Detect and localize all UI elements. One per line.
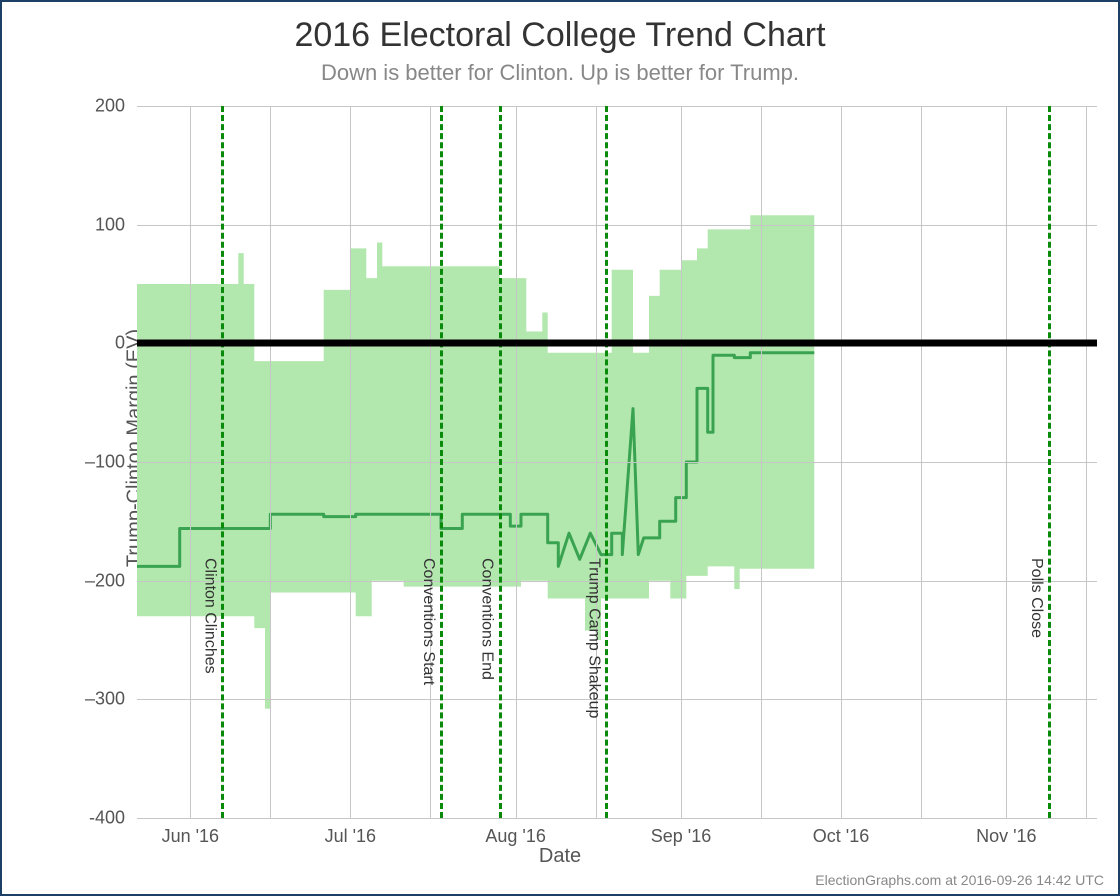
gridline-v (350, 106, 351, 818)
gridline-v (1006, 106, 1007, 818)
y-tick-label: –100 (65, 452, 125, 473)
gridline-h (137, 462, 1097, 463)
y-tick-label: -400 (65, 808, 125, 829)
x-tick-label: Jul '16 (325, 826, 376, 847)
event-marker-label: Trump Camp Shakeup (584, 558, 602, 718)
x-tick-label: Jun '16 (162, 826, 219, 847)
event-marker-label: Clinton Clinches (200, 558, 218, 674)
event-marker-label: Polls Close (1027, 558, 1045, 638)
gridline-v (681, 106, 682, 818)
x-axis-label: Date (2, 845, 1118, 868)
y-tick-label: –300 (65, 689, 125, 710)
plot-area: -400–300–200–1000100200Jun '16Jul '16Aug… (137, 106, 1097, 818)
gridline-v-minor (1086, 106, 1087, 818)
chart-title: 2016 Electoral College Trend Chart (2, 16, 1118, 55)
y-tick-label: 0 (65, 333, 125, 354)
event-marker (221, 106, 224, 818)
gridline-h (137, 818, 1097, 819)
gridline-v (190, 106, 191, 818)
x-tick-label: Nov '16 (976, 826, 1036, 847)
y-tick-label: 100 (65, 214, 125, 235)
x-tick-label: Sep '16 (651, 826, 712, 847)
gridline-v-minor (270, 106, 271, 818)
gridline-h (137, 699, 1097, 700)
gridline-v (516, 106, 517, 818)
event-marker (440, 106, 443, 818)
gridline-v-minor (921, 106, 922, 818)
y-tick-label: 200 (65, 96, 125, 117)
gridline-h (137, 581, 1097, 582)
x-tick-label: Aug '16 (485, 826, 546, 847)
zero-line (137, 340, 1097, 347)
gridline-v-minor (761, 106, 762, 818)
gridline-h (137, 225, 1097, 226)
gridline-h (137, 106, 1097, 107)
credit-text: ElectionGraphs.com at 2016-09-26 14:42 U… (815, 872, 1104, 888)
event-marker-label: Conventions Start (419, 558, 437, 685)
x-tick-label: Oct '16 (813, 826, 869, 847)
event-marker (1048, 106, 1051, 818)
chart-container: 2016 Electoral College Trend Chart Down … (0, 0, 1120, 896)
gridline-v-minor (430, 106, 431, 818)
event-marker (605, 106, 608, 818)
event-marker-label: Conventions End (478, 558, 496, 680)
event-marker (499, 106, 502, 818)
y-tick-label: –200 (65, 570, 125, 591)
chart-subtitle: Down is better for Clinton. Up is better… (2, 60, 1118, 86)
gridline-v (841, 106, 842, 818)
